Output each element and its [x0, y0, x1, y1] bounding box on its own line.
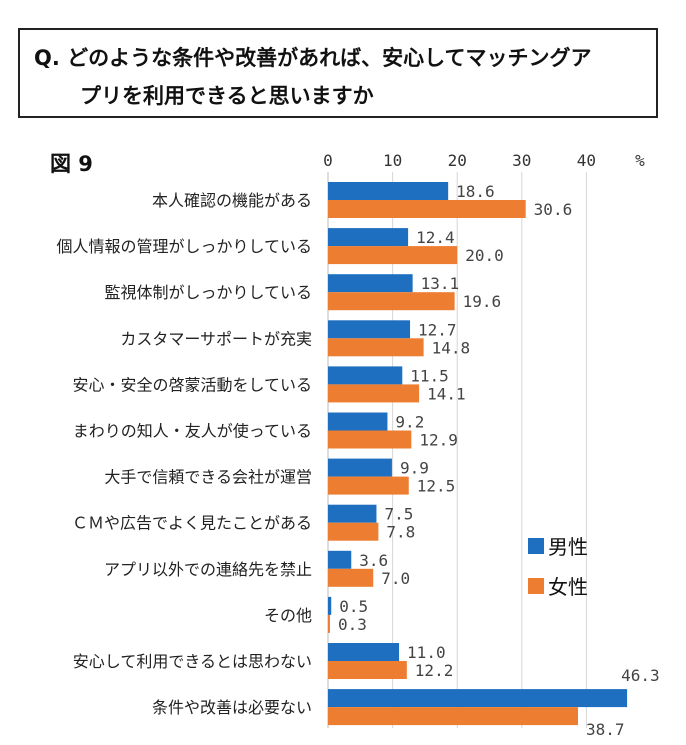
data-label: 9.2	[395, 413, 424, 432]
data-label: 13.1	[421, 274, 460, 293]
bar-female	[328, 200, 526, 218]
bar-female	[328, 384, 420, 403]
category-label: まわりの知人・友人が使っている	[73, 422, 312, 441]
data-label: 0.5	[339, 597, 368, 616]
bar-male	[328, 274, 413, 293]
legend-label: 男性	[548, 535, 588, 559]
x-tick-label: 10	[383, 151, 402, 170]
category-label: 監視体制がしっかりしている	[104, 283, 312, 302]
bar-female	[328, 707, 579, 726]
legend-swatch	[528, 578, 544, 594]
data-label: 19.6	[463, 292, 502, 311]
x-tick-label: 30	[512, 151, 531, 170]
data-label: 12.9	[419, 431, 458, 450]
data-label: 18.6	[456, 182, 495, 201]
bar-male	[328, 643, 400, 661]
bar-female	[328, 522, 379, 541]
bar-male	[328, 596, 332, 615]
bar-female	[328, 292, 455, 311]
x-tick-label: 0	[323, 151, 333, 170]
figure-label: 図 9	[50, 152, 93, 176]
category-label: その他	[264, 606, 312, 625]
data-label: 20.0	[465, 246, 504, 265]
legend-swatch	[528, 538, 544, 554]
bar-male	[328, 550, 352, 569]
bar-female	[328, 246, 458, 265]
bar-female	[328, 430, 412, 449]
legend-label: 女性	[548, 575, 588, 599]
unit-label: %	[635, 151, 645, 170]
bar-male	[328, 412, 388, 431]
data-label: 14.8	[432, 338, 471, 357]
data-label: 38.7	[586, 720, 625, 739]
x-tick-label: 20	[448, 151, 467, 170]
category-label: アプリ以外での連絡先を禁止	[104, 560, 312, 579]
category-label: ＣＭや広告でよく見たことがある	[72, 514, 312, 533]
data-label: 0.3	[338, 615, 367, 634]
question-line-1: Q. どのような条件や改善があれば、安心してマッチングア	[34, 46, 592, 70]
data-label: 12.2	[415, 661, 454, 680]
data-label: 30.6	[534, 200, 573, 219]
data-label: 11.0	[407, 643, 446, 662]
data-label: 11.5	[410, 366, 449, 385]
category-label: 個人情報の管理がしっかりしている	[56, 237, 312, 256]
bar-male	[328, 504, 377, 523]
bar-male	[328, 228, 409, 247]
bar-female	[328, 614, 330, 633]
data-label: 12.7	[418, 320, 457, 339]
data-label: 12.4	[416, 228, 455, 247]
category-label: カスタマーサポートが充実	[120, 329, 312, 348]
category-label: 安心・安全の啓蒙活動をしている	[72, 375, 312, 394]
category-label: 大手で信頼できる会社が運営	[104, 468, 312, 487]
bar-male	[328, 458, 392, 477]
question-box: Q. どのような条件や改善があれば、安心してマッチングア プリを利用できると思い…	[18, 28, 658, 118]
category-label: 条件や改善は必要ない	[152, 698, 312, 717]
category-label: 安心して利用できるとは思わない	[73, 652, 312, 671]
data-label: 3.6	[359, 551, 388, 570]
data-label: 14.1	[427, 384, 466, 403]
data-label: 7.5	[384, 505, 413, 524]
bar-female	[328, 568, 374, 587]
data-label: 46.3	[621, 666, 660, 685]
bar-male	[328, 366, 403, 385]
bar-male	[328, 689, 628, 708]
data-label: 9.9	[400, 459, 429, 478]
x-tick-label: 40	[577, 151, 596, 170]
data-label: 12.5	[417, 477, 456, 496]
bar-male	[328, 182, 449, 200]
data-label: 7.8	[386, 523, 415, 542]
question-line-2: プリを利用できると思いますか	[80, 84, 374, 108]
bar-female	[328, 476, 409, 495]
bar-female	[328, 338, 424, 357]
bar-female	[328, 661, 407, 679]
category-label: 本人確認の機能がある	[152, 191, 312, 210]
bar-male	[328, 320, 411, 339]
data-label: 7.0	[381, 569, 410, 588]
